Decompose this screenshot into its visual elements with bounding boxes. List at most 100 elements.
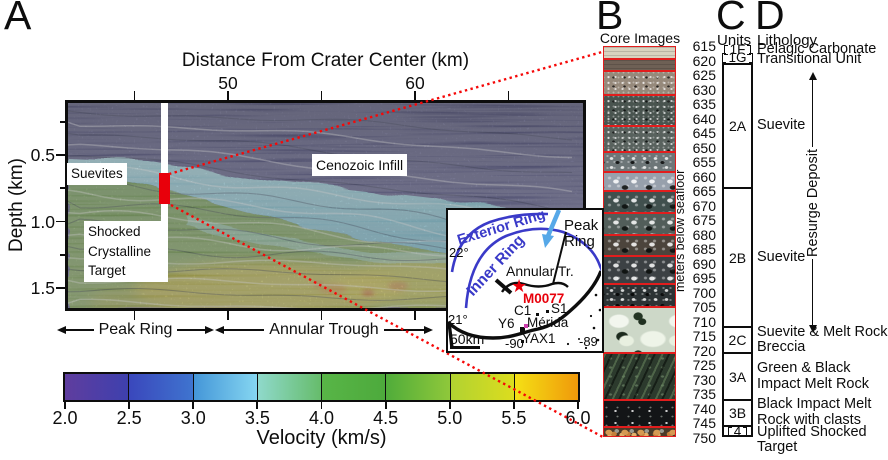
lithology-item: Black Impact Melt Rock with clasts [757,397,871,428]
colorbar-tick-label: 3.5 [244,408,270,428]
colorbar-tick [64,402,66,409]
depth-scale-label: 725 [692,357,716,373]
depth-scale-label: 650 [692,139,716,156]
unit-divider [722,326,753,329]
bracket-left-icon [727,426,732,437]
annular-trough-span: Annular Trough [215,321,433,339]
depth-scale-label: 625 [692,67,716,83]
resurge-deposit-label: Resurge Deposit [804,148,821,257]
depth-scale-label: 645 [692,125,716,141]
lithology-item: Transitional Unit [757,51,861,68]
lithology-header: Lithology [757,32,818,49]
lithology-line: Breccia [757,339,806,356]
span-line [383,329,424,331]
site-label-mérida: Mérida [527,315,569,330]
depth-scale-label: 635 [692,96,716,112]
unit-bracket-label: 1G [728,50,747,66]
site-label-yax1: YAX1 [522,331,556,346]
arrow-down-icon [808,325,817,333]
colorbar-segment [193,374,258,400]
lithology-item: Suevite & Melt Rock Breccia [757,324,888,356]
depth-scale-label: 735 [692,386,716,402]
unit-label: 3B [728,404,747,421]
y-minor-tick [59,120,65,123]
lithology-item: Uplifted Shocked Target [757,424,867,456]
y-tick-label: 1.0 [30,211,55,232]
lithology-line: Green & Black [757,360,851,377]
arrow-up-icon [808,72,817,80]
x-tick [414,91,416,100]
latitude-label-22: 22° [449,245,469,260]
core-segment [603,283,676,307]
unit-divider [722,398,753,401]
y-tick-label: 1.5 [30,278,55,298]
unit-bracket: 1F [718,42,757,56]
velocity-colorbar [63,372,580,402]
colorbar-tick-label: 3.0 [180,408,206,428]
y-tick [56,220,65,223]
depth-scale-label: 630 [692,81,716,98]
lithology-item: Pelagic Carbonate [757,42,876,58]
unit-divider [722,352,753,355]
trajectory-arrow-line [545,210,562,237]
depth-scale-label: 695 [692,270,716,286]
lithology-line: Impact Melt Rock [757,375,869,392]
arrow-left-icon [57,326,66,334]
depth-scale-label: 690 [692,255,716,272]
x-tick-label: 50 [218,73,238,93]
x-tick [320,311,323,320]
site-dot-s1 [546,310,549,313]
span-line [66,329,94,331]
core-segment [603,256,676,284]
x-tick [133,311,136,320]
colorbar-segment [129,374,194,400]
arrow-line [811,80,814,147]
colorbar-tick [128,402,131,409]
core-images-title: Core Images [599,30,681,46]
map-peak-ring-label: Peak Ring [564,217,599,250]
panel-c-label: C [716,0,746,38]
core-segment [603,191,676,213]
lithology-line: Target [757,439,798,456]
depth-scale-label: 715 [692,328,716,344]
core-segment [603,212,676,235]
arrow-right-icon [205,326,215,334]
lithology-line: Suevite [757,117,806,133]
unit-divider [722,187,753,190]
depth-scale-label: 745 [692,415,716,431]
y-tick-label: 0.5 [30,145,55,165]
colorbar-segment [65,374,130,400]
unit-divider [722,424,753,427]
depth-scale-label: 750 [692,429,716,446]
x-tick [227,91,229,100]
core-segment [603,70,676,96]
lithology-item: Suevite [757,117,806,134]
depth-scale-label: 680 [692,226,716,243]
annotation-suevites: Suevites [67,163,127,185]
depth-scale-label: 730 [692,371,716,388]
trajectory-arrowhead-icon [542,234,554,248]
longitude-label-90: -90 [505,336,524,351]
depth-scale-label: 675 [692,212,716,228]
panel-a-label: A [4,0,32,38]
unit-bracket: 4 [718,424,757,438]
core-segment [603,399,676,428]
depth-scale-label: 720 [692,342,716,359]
span-line [224,329,265,331]
x-tick [227,311,229,320]
annotation-shocked-target: Shocked Crystalline Target [84,221,168,282]
site-label-y6: Y6 [498,316,515,331]
x-axis-title: Distance From Crater Center (km) [181,50,470,71]
depth-scale-label: 615 [692,38,716,54]
depth-scale-label: 640 [692,110,716,127]
arrow-line [811,258,814,325]
arrow-right-icon [424,326,433,334]
peak-ring-span: Peak Ring [57,321,215,339]
x-tick [320,91,323,100]
depth-scale-label: 665 [692,183,716,199]
core-segment [603,172,676,191]
core-segment [603,427,676,438]
bracket-right-icon [743,426,748,437]
colorbar-tick-label: 4.0 [308,408,335,428]
